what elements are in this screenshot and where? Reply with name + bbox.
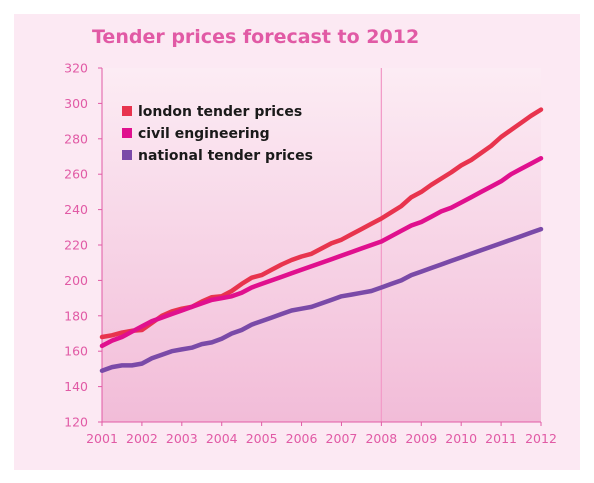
legend-label-national-tender-prices: national tender prices	[138, 148, 313, 164]
x-tick-label: 2011	[485, 431, 517, 446]
chart-title: Tender prices forecast to 2012	[92, 26, 420, 48]
legend-swatch-london-tender-prices	[122, 106, 132, 116]
y-tick-label: 220	[64, 238, 88, 253]
x-tick-label: 2004	[206, 431, 238, 446]
legend-swatch-civil-engineering	[122, 128, 132, 138]
series-line-civil-engineering	[99, 156, 544, 349]
x-tick-label: 2001	[86, 431, 118, 446]
x-tick-label: 2005	[246, 431, 278, 446]
series-line-national-tender-prices	[99, 226, 544, 373]
y-tick-label: 280	[64, 131, 88, 146]
y-tick-label: 180	[64, 308, 88, 323]
legend-label-london-tender-prices: london tender prices	[138, 104, 302, 120]
y-tick-label: 140	[64, 379, 88, 394]
y-tick-label: 260	[64, 167, 88, 182]
legend-swatch-national-tender-prices	[122, 150, 132, 160]
x-tick-label: 2008	[365, 431, 397, 446]
x-tick-label: 2006	[286, 431, 318, 446]
y-tick-label: 160	[64, 344, 88, 359]
x-tick-label: 2002	[126, 431, 158, 446]
y-tick-label: 120	[64, 415, 88, 430]
plot-area	[102, 68, 541, 422]
y-tick-label: 300	[64, 96, 88, 111]
y-tick-label: 200	[64, 273, 88, 288]
y-tick-label: 320	[64, 61, 88, 76]
x-tick-label: 2003	[166, 431, 198, 446]
x-tick-label: 2009	[405, 431, 437, 446]
x-tick-label: 2010	[445, 431, 477, 446]
x-tick-label: 2007	[326, 431, 358, 446]
legend-label-civil-engineering: civil engineering	[138, 126, 270, 142]
x-tick-label: 2012	[525, 431, 557, 446]
y-tick-label: 240	[64, 202, 88, 217]
